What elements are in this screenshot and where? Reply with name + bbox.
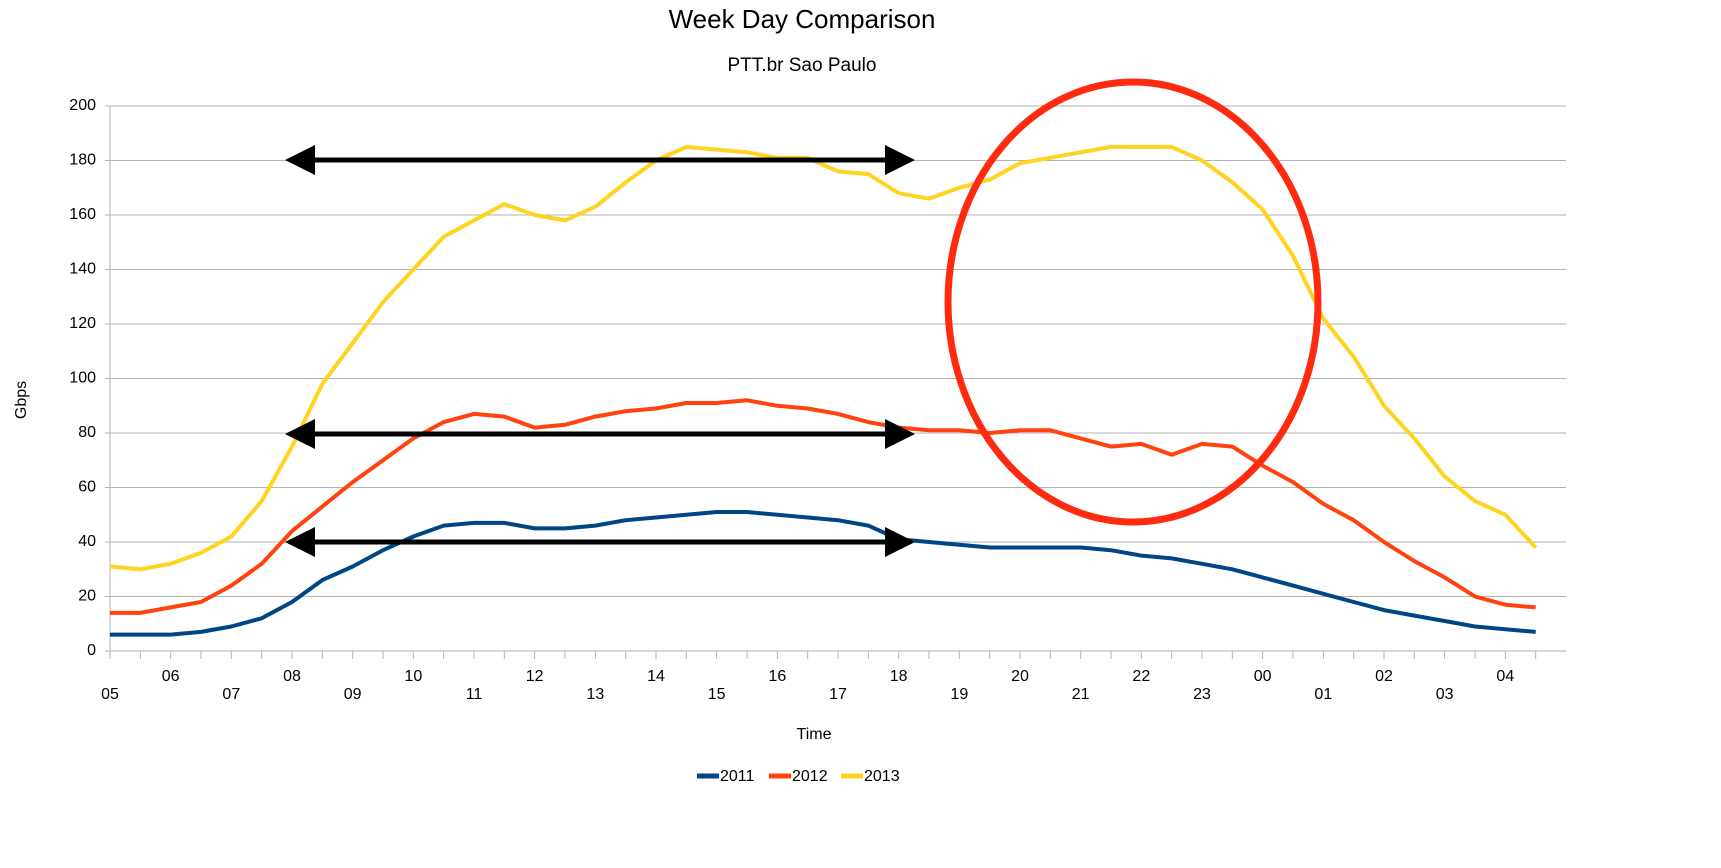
chart-title: Week Day Comparison [669,4,936,34]
x-tick-label: 22 [1132,668,1150,685]
y-tick-label: 120 [69,315,96,332]
x-tick-label: 18 [890,668,908,685]
x-tick-label: 23 [1193,686,1211,703]
x-tick-label: 21 [1072,686,1090,703]
x-tick-label: 06 [162,668,180,685]
x-tick-label: 01 [1314,686,1332,703]
line-series [110,398,1536,615]
x-tick-label: 09 [344,686,362,703]
y-tick-label: 140 [69,261,96,278]
y-tick-label: 40 [78,533,96,550]
legend-label: 2013 [864,768,900,785]
x-tick-label: 07 [222,686,240,703]
x-tick-label: 20 [1011,668,1029,685]
x-tick-label: 08 [283,668,301,685]
x-tick-label: 11 [466,686,483,703]
y-tick-label: 60 [78,479,96,496]
y-axis-label: Gbps [13,381,30,419]
legend-label: 2011 [720,768,755,785]
annotations [285,78,1322,557]
x-tick-label: 15 [708,686,726,703]
x-tick-label: 05 [101,686,119,703]
x-tick-label: 13 [586,686,604,703]
x-tick-label: 14 [647,668,665,685]
legend: 2011 2012 2013 [697,768,900,785]
line-series [110,510,1536,637]
y-tick-label: 100 [69,370,96,387]
y-tick-label: 80 [78,424,96,441]
highlight-ellipse [944,78,1322,526]
x-tick-label: 03 [1436,686,1454,703]
x-axis-label: Time [797,726,832,743]
plot-area: 0204060801001201401601802000506070809101… [69,97,1566,703]
x-tick-label: 16 [768,668,786,685]
x-tick-label: 19 [950,686,968,703]
y-tick-label: 20 [78,588,96,605]
x-tick-label: 17 [829,686,847,703]
x-tick-label: 04 [1496,668,1514,685]
y-tick-label: 0 [87,642,96,659]
y-tick-label: 200 [69,97,96,114]
x-tick-label: 12 [526,668,544,685]
legend-label: 2012 [792,768,828,785]
x-tick-label: 02 [1375,668,1393,685]
y-tick-label: 180 [69,152,96,169]
x-tick-label: 10 [404,668,422,685]
chart-subtitle: PTT.br Sao Paulo [728,55,877,76]
x-tick-label: 00 [1254,668,1272,685]
y-tick-label: 160 [69,206,96,223]
